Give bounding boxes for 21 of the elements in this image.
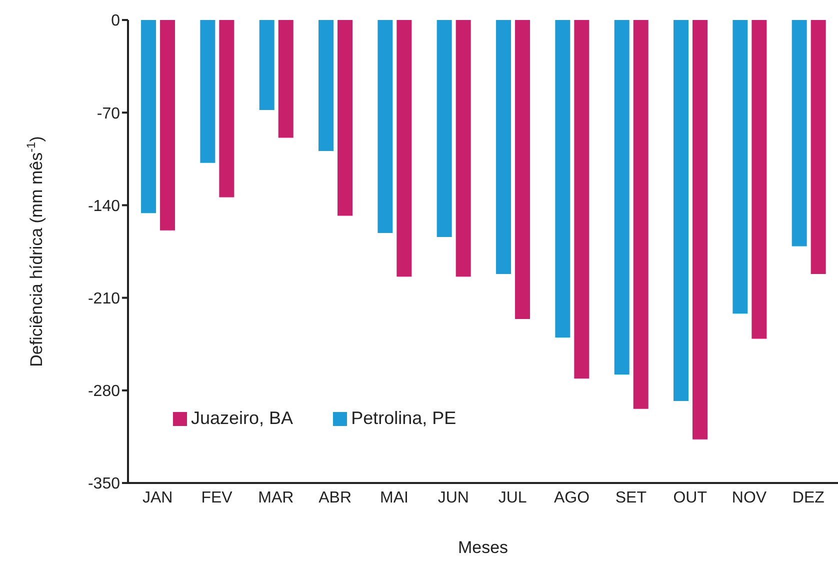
legend-label: Petrolina, PE	[351, 408, 456, 428]
x-tick-label: OUT	[673, 489, 708, 506]
legend-label: Juazeiro, BA	[191, 408, 294, 428]
x-tick-label: JUN	[438, 489, 469, 506]
x-tick-label: NOV	[732, 489, 767, 506]
y-tick-label: 0	[111, 12, 120, 30]
y-tick-label: -140	[88, 198, 120, 215]
x-tick-label: MAI	[380, 489, 408, 506]
x-tick-label: ABR	[318, 489, 352, 506]
x-tick-label: AGO	[554, 489, 590, 506]
x-tick-label: DEZ	[792, 489, 825, 506]
y-tick-label: -70	[96, 105, 120, 122]
x-tick-label: MAR	[258, 489, 294, 506]
y-tick-label: -280	[88, 383, 120, 400]
x-tick-label: SET	[615, 489, 647, 506]
x-tick-label: FEV	[201, 489, 233, 506]
x-tick-label: JUL	[498, 489, 527, 506]
x-tick-label: JAN	[142, 489, 173, 506]
x-axis-title: Meses	[458, 538, 508, 557]
y-tick-label: -210	[88, 290, 120, 308]
y-tick-label: -350	[88, 476, 120, 493]
